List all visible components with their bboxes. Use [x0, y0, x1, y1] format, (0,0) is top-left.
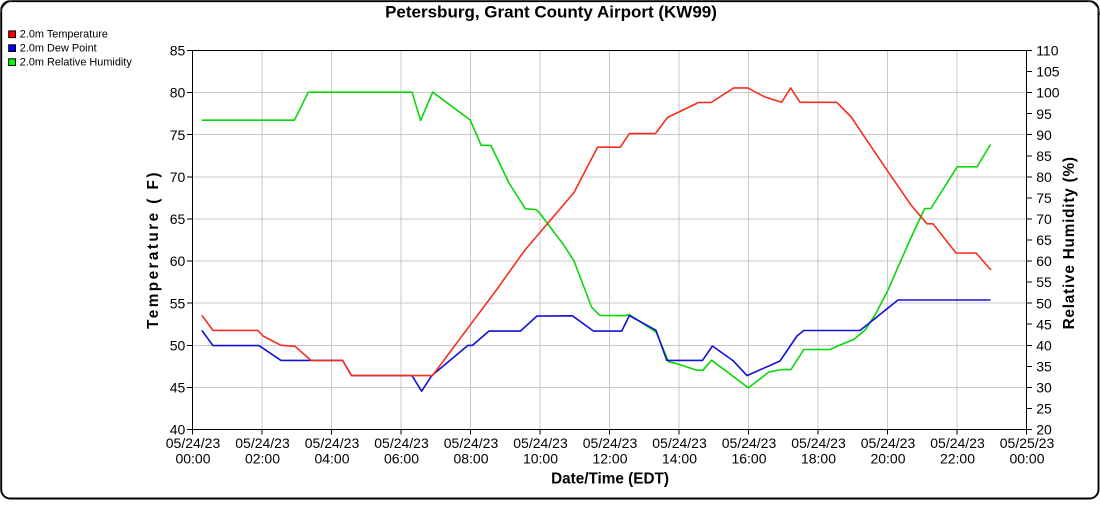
- svg-text:Petersburg, Grant County Airpo: Petersburg, Grant County Airport (KW99): [385, 3, 717, 22]
- svg-text:00:00: 00:00: [1009, 450, 1044, 466]
- svg-text:08:00: 08:00: [453, 450, 488, 466]
- svg-text:70: 70: [1036, 211, 1052, 227]
- svg-text:80: 80: [170, 85, 186, 101]
- svg-text:20: 20: [1036, 422, 1052, 438]
- svg-text:55: 55: [1036, 274, 1052, 290]
- svg-text:95: 95: [1036, 106, 1052, 122]
- svg-text:85: 85: [170, 43, 186, 59]
- svg-text:05/25/23: 05/25/23: [1000, 435, 1055, 451]
- svg-text:2.0m Dew Point: 2.0m Dew Point: [20, 42, 97, 54]
- svg-text:10:00: 10:00: [523, 450, 558, 466]
- svg-text:Relative Humidity (%): Relative Humidity (%): [1061, 156, 1078, 329]
- svg-text:02:00: 02:00: [245, 450, 280, 466]
- svg-text:05/24/23: 05/24/23: [861, 435, 916, 451]
- svg-text:2.0m Relative Humidity: 2.0m Relative Humidity: [20, 56, 133, 68]
- svg-text:05/24/23: 05/24/23: [166, 435, 221, 451]
- svg-text:65: 65: [1036, 232, 1052, 248]
- svg-text:05/24/23: 05/24/23: [235, 435, 290, 451]
- svg-text:05/24/23: 05/24/23: [444, 435, 499, 451]
- svg-text:14:00: 14:00: [662, 450, 697, 466]
- svg-text:Date/Time (EDT): Date/Time (EDT): [551, 471, 669, 488]
- svg-text:35: 35: [1036, 358, 1052, 374]
- svg-text:75: 75: [170, 127, 186, 143]
- svg-text:05/24/23: 05/24/23: [513, 435, 568, 451]
- svg-text:110: 110: [1036, 43, 1059, 59]
- svg-text:Temperature ( F): Temperature ( F): [145, 170, 162, 329]
- svg-text:05/24/23: 05/24/23: [583, 435, 638, 451]
- svg-text:90: 90: [1036, 127, 1052, 143]
- svg-text:45: 45: [1036, 316, 1052, 332]
- svg-text:50: 50: [170, 337, 186, 353]
- svg-text:50: 50: [1036, 295, 1052, 311]
- svg-text:05/24/23: 05/24/23: [930, 435, 985, 451]
- svg-text:40: 40: [170, 422, 186, 438]
- svg-text:00:00: 00:00: [175, 450, 210, 466]
- svg-text:45: 45: [170, 380, 186, 396]
- svg-text:05/24/23: 05/24/23: [722, 435, 777, 451]
- svg-text:105: 105: [1036, 64, 1060, 80]
- svg-text:18:00: 18:00: [801, 450, 836, 466]
- svg-text:2.0m Temperature: 2.0m Temperature: [20, 29, 108, 41]
- svg-text:100: 100: [1036, 85, 1060, 101]
- svg-text:05/24/23: 05/24/23: [305, 435, 360, 451]
- svg-text:65: 65: [170, 211, 186, 227]
- svg-text:25: 25: [1036, 401, 1052, 417]
- svg-text:05/24/23: 05/24/23: [374, 435, 429, 451]
- svg-text:85: 85: [1036, 148, 1052, 164]
- svg-text:05/24/23: 05/24/23: [791, 435, 846, 451]
- svg-text:75: 75: [1036, 190, 1052, 206]
- svg-text:16:00: 16:00: [731, 450, 766, 466]
- svg-text:70: 70: [170, 169, 186, 185]
- svg-text:40: 40: [1036, 337, 1052, 353]
- svg-text:22:00: 22:00: [940, 450, 975, 466]
- svg-text:80: 80: [1036, 169, 1052, 185]
- svg-text:05/24/23: 05/24/23: [652, 435, 707, 451]
- svg-text:06:00: 06:00: [384, 450, 419, 466]
- svg-text:20:00: 20:00: [870, 450, 905, 466]
- svg-text:30: 30: [1036, 380, 1052, 396]
- svg-text:60: 60: [1036, 253, 1052, 269]
- svg-text:60: 60: [170, 253, 186, 269]
- svg-text:04:00: 04:00: [314, 450, 349, 466]
- svg-text:12:00: 12:00: [592, 450, 627, 466]
- svg-text:55: 55: [170, 295, 186, 311]
